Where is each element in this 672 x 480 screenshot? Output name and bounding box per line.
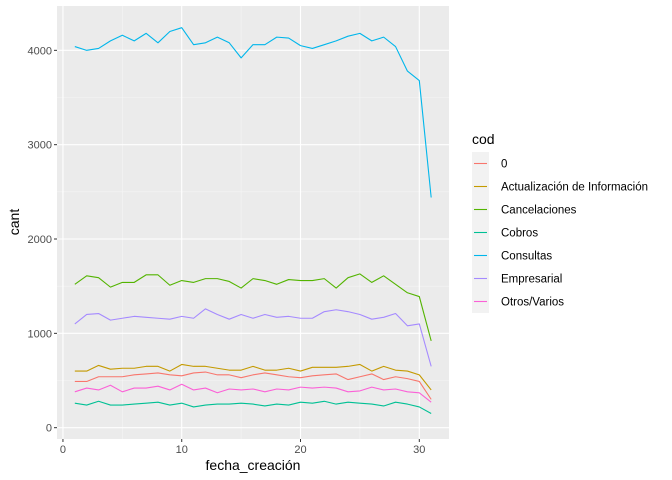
series-line	[74, 273, 432, 342]
legend-label: Cancelaciones	[501, 205, 577, 217]
legend-label: 0	[501, 159, 507, 171]
x-tick-label: 10	[176, 444, 188, 456]
y-tick-label: 1000	[28, 328, 52, 340]
legend: cod 0 Actualización de Información Cancela…	[472, 131, 648, 313]
legend-label: Otros/Varios	[501, 297, 564, 309]
series-line	[74, 383, 432, 403]
y-axis-title: cant	[6, 209, 22, 236]
y-tick-label: 0	[46, 423, 52, 435]
y-tick-label: 3000	[28, 140, 52, 152]
legend-label: Consultas	[501, 251, 552, 263]
legend-title: cod	[472, 131, 495, 147]
legend-label: Empresarial	[501, 274, 562, 286]
y-tick-label: 4000	[28, 45, 52, 57]
series-line	[74, 371, 432, 400]
series-line	[74, 400, 432, 415]
panel-background	[57, 6, 449, 439]
series-line	[74, 27, 432, 198]
minor-gridlines	[57, 6, 449, 439]
series-line	[74, 308, 432, 367]
x-tick-label: 30	[413, 444, 425, 456]
legend-label: Actualización de Información	[501, 182, 648, 194]
x-axis-ticks: 0 10 20 30	[60, 439, 425, 456]
series-lines	[74, 27, 432, 415]
x-axis-title: fecha_creación	[206, 457, 301, 473]
series-line	[74, 363, 432, 391]
x-tick-label: 0	[60, 444, 66, 456]
major-gridlines	[57, 6, 449, 439]
y-tick-label: 2000	[28, 234, 52, 246]
legend-label: Cobros	[501, 228, 538, 240]
legend-items: 0 Actualización de Información Cancelacion…	[472, 152, 648, 313]
x-tick-label: 20	[294, 444, 306, 456]
y-axis-ticks: 0 1000 2000 3000 4000	[28, 45, 57, 435]
